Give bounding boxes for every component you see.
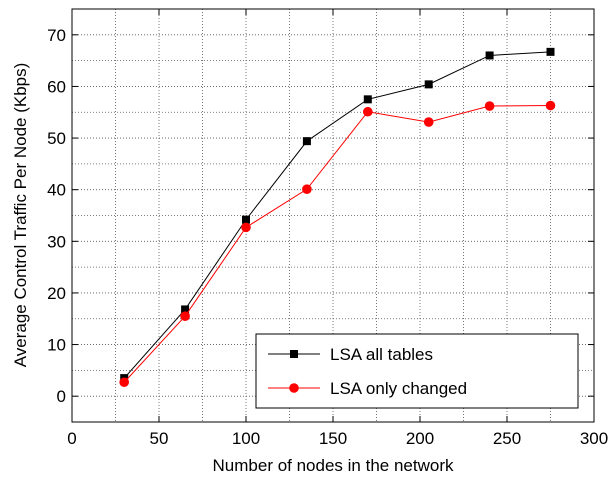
data-point-circle: [545, 100, 556, 111]
legend-marker-circle: [289, 383, 299, 393]
y-tick-label: 30: [47, 232, 66, 251]
data-point-circle: [180, 311, 190, 321]
data-point-square: [181, 305, 190, 314]
x-tick-label: 200: [406, 429, 434, 448]
x-tick-label: 300: [580, 429, 608, 448]
legend-label-1: LSA only changed: [330, 379, 467, 398]
legend: LSA all tables LSA only changed: [255, 333, 579, 409]
data-point-circle: [484, 101, 495, 111]
x-tick-label: 250: [493, 429, 521, 448]
y-tick-label: 0: [57, 387, 66, 406]
y-tick-label: 50: [47, 129, 66, 148]
data-point-circle: [241, 222, 251, 233]
x-tick-label: 0: [67, 429, 76, 448]
x-axis-title: Number of nodes in the network: [213, 456, 454, 475]
data-point-square: [546, 47, 555, 56]
x-tick-label: 50: [150, 429, 169, 448]
data-point-square: [302, 137, 311, 146]
series-line-1: [123, 105, 551, 383]
x-tick-label: 100: [232, 429, 260, 448]
data-point-circle: [363, 106, 373, 117]
data-point-circle: [423, 117, 434, 127]
y-tick-label: 20: [47, 284, 66, 303]
legend-label-0: LSA all tables: [330, 345, 433, 364]
data-point-square: [485, 51, 494, 60]
data-point-circle: [119, 377, 129, 388]
legend-marker-square: [290, 350, 298, 358]
y-tick-label: 40: [47, 181, 66, 200]
y-tick-label: 60: [47, 77, 66, 96]
legend-box: [255, 333, 579, 409]
data-point-square: [424, 80, 433, 89]
data-point-square: [363, 95, 372, 104]
data-point-circle: [302, 184, 312, 194]
data-point-square: [242, 215, 250, 224]
y-tick-label: 10: [47, 336, 66, 355]
series-layer: [119, 47, 556, 388]
y-tick-label: 70: [47, 26, 66, 45]
series-line-0: [123, 51, 551, 379]
axis-ticks: 0 50 100 150 200 250 300 0 10 20 30 40 50 60 70: [47, 9, 608, 448]
x-tick-label: 150: [319, 429, 347, 448]
y-axis-title: Average Control Traffic Per Node (Kbps): [11, 63, 30, 368]
